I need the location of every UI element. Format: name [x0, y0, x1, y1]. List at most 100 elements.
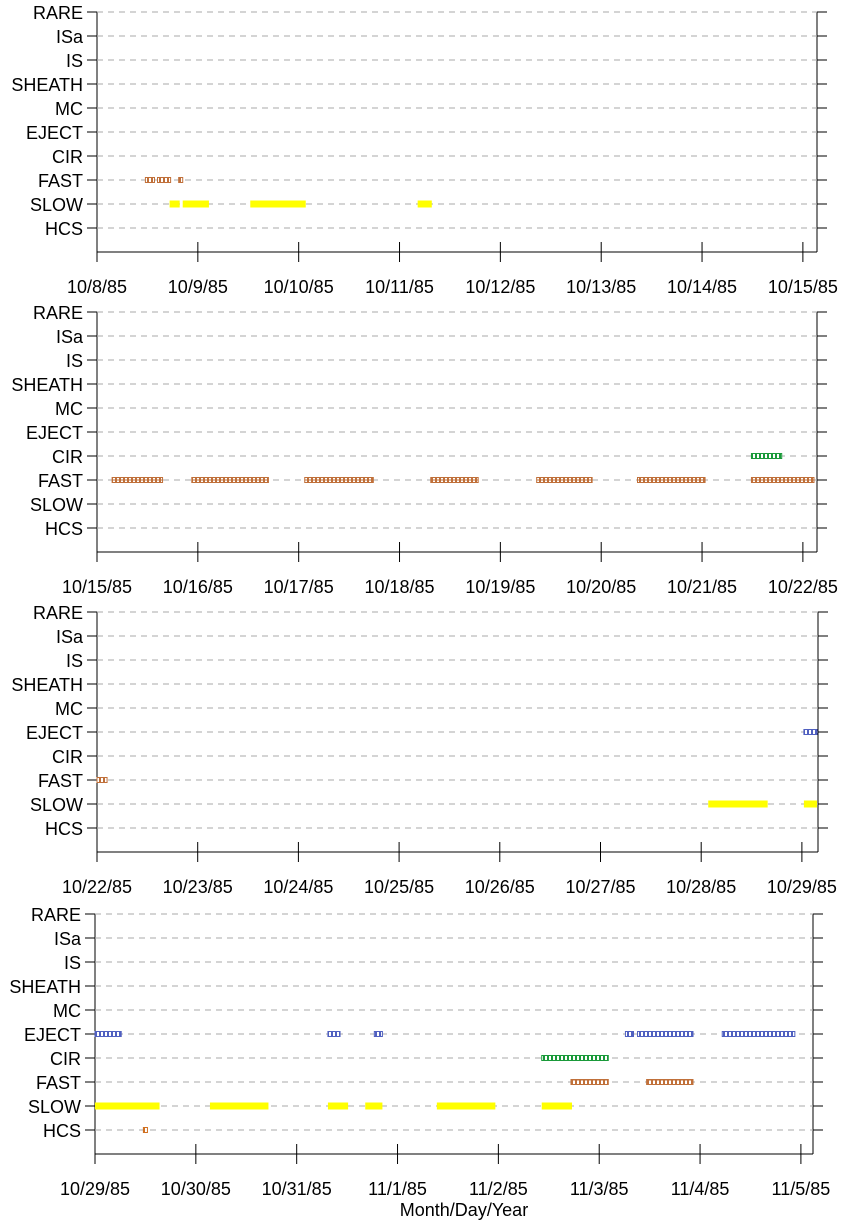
row-label: FAST — [38, 171, 83, 191]
row-label: IS — [66, 651, 83, 671]
row-label: RARE — [33, 603, 83, 623]
x-tick-label: 10/28/85 — [666, 877, 736, 897]
x-axis-title: Month/Day/Year — [400, 1200, 528, 1220]
x-tick-label: 10/27/85 — [565, 877, 635, 897]
row-label: HCS — [43, 1121, 81, 1141]
interval — [95, 1102, 160, 1110]
interval — [191, 477, 269, 483]
interval — [111, 477, 164, 483]
interval — [142, 1127, 148, 1133]
row-label: ISa — [54, 929, 82, 949]
row-label: SHEATH — [11, 675, 83, 695]
interval — [94, 1031, 122, 1037]
interval — [624, 1031, 634, 1037]
interval — [536, 477, 593, 483]
row-label: SLOW — [30, 795, 83, 815]
row-label: FAST — [36, 1073, 81, 1093]
x-tick-label: 10/13/85 — [566, 277, 636, 297]
interval — [250, 200, 306, 208]
interval — [637, 477, 706, 483]
row-label: CIR — [52, 447, 83, 467]
row-label: SHEATH — [11, 75, 83, 95]
interval — [803, 729, 818, 735]
interval — [169, 200, 180, 208]
x-tick-label: 10/17/85 — [264, 577, 334, 597]
row-label: RARE — [33, 303, 83, 323]
row-label: EJECT — [26, 423, 83, 443]
interval — [646, 1079, 694, 1085]
row-label: SHEATH — [11, 375, 83, 395]
x-tick-label: 10/16/85 — [163, 577, 233, 597]
row-label: CIR — [52, 147, 83, 167]
row-label: SHEATH — [9, 977, 81, 997]
row-label: ISa — [56, 627, 84, 647]
x-tick-label: 10/24/85 — [263, 877, 333, 897]
row-label: FAST — [38, 771, 83, 791]
row-label: EJECT — [24, 1025, 81, 1045]
row-label: HCS — [45, 819, 83, 839]
x-tick-label: 11/2/85 — [469, 1179, 528, 1199]
row-label: IS — [64, 953, 81, 973]
row-label: MC — [53, 1001, 81, 1021]
interval — [750, 453, 783, 459]
row-label: ISa — [56, 27, 84, 47]
x-tick-label: 10/30/85 — [161, 1179, 231, 1199]
interval — [637, 1031, 694, 1037]
interval — [721, 1031, 796, 1037]
x-tick-label: 10/25/85 — [364, 877, 434, 897]
x-tick-label: 10/11/85 — [365, 277, 434, 297]
row-label: RARE — [33, 3, 83, 23]
row-label: EJECT — [26, 723, 83, 743]
interval — [157, 177, 172, 183]
x-tick-label: 10/26/85 — [465, 877, 535, 897]
interval — [178, 177, 184, 183]
x-tick-label: 10/10/85 — [264, 277, 334, 297]
x-tick-label: 10/29/85 — [60, 1179, 130, 1199]
interval — [803, 800, 817, 808]
x-tick-label: 11/4/85 — [671, 1179, 730, 1199]
row-label: EJECT — [26, 123, 83, 143]
row-label: SLOW — [30, 195, 83, 215]
interval — [750, 477, 815, 483]
row-label: CIR — [52, 747, 83, 767]
interval — [327, 1031, 341, 1037]
x-tick-label: 11/5/85 — [772, 1179, 831, 1199]
interval — [570, 1079, 609, 1085]
x-tick-label: 10/31/85 — [262, 1179, 332, 1199]
x-tick-label: 10/15/85 — [62, 577, 132, 597]
row-label: RARE — [31, 905, 81, 925]
x-tick-label: 10/21/85 — [667, 577, 737, 597]
row-label: SLOW — [30, 495, 83, 515]
interval — [708, 800, 768, 808]
x-tick-label: 10/29/85 — [767, 877, 837, 897]
x-tick-label: 10/23/85 — [163, 877, 233, 897]
interval — [304, 477, 374, 483]
interval — [209, 1102, 269, 1110]
row-label: HCS — [45, 519, 83, 539]
x-tick-label: 10/22/85 — [768, 577, 838, 597]
interval — [327, 1102, 349, 1110]
interval — [541, 1102, 572, 1110]
interval — [182, 200, 209, 208]
interval — [417, 200, 432, 208]
row-label: IS — [66, 51, 83, 71]
x-tick-label: 11/3/85 — [570, 1179, 629, 1199]
interval — [541, 1055, 609, 1061]
row-label: FAST — [38, 471, 83, 491]
row-label: ISa — [56, 327, 84, 347]
interval — [436, 1102, 496, 1110]
x-tick-label: 11/1/85 — [368, 1179, 427, 1199]
x-tick-label: 10/15/85 — [768, 277, 838, 297]
interval — [144, 177, 155, 183]
row-label: MC — [55, 699, 83, 719]
interval — [373, 1031, 383, 1037]
x-tick-label: 10/19/85 — [465, 577, 535, 597]
row-label: IS — [66, 351, 83, 371]
row-label: CIR — [50, 1049, 81, 1069]
interval — [430, 477, 479, 483]
row-label: MC — [55, 99, 83, 119]
x-tick-label: 10/22/85 — [62, 877, 132, 897]
row-label: MC — [55, 399, 83, 419]
x-tick-label: 10/20/85 — [566, 577, 636, 597]
